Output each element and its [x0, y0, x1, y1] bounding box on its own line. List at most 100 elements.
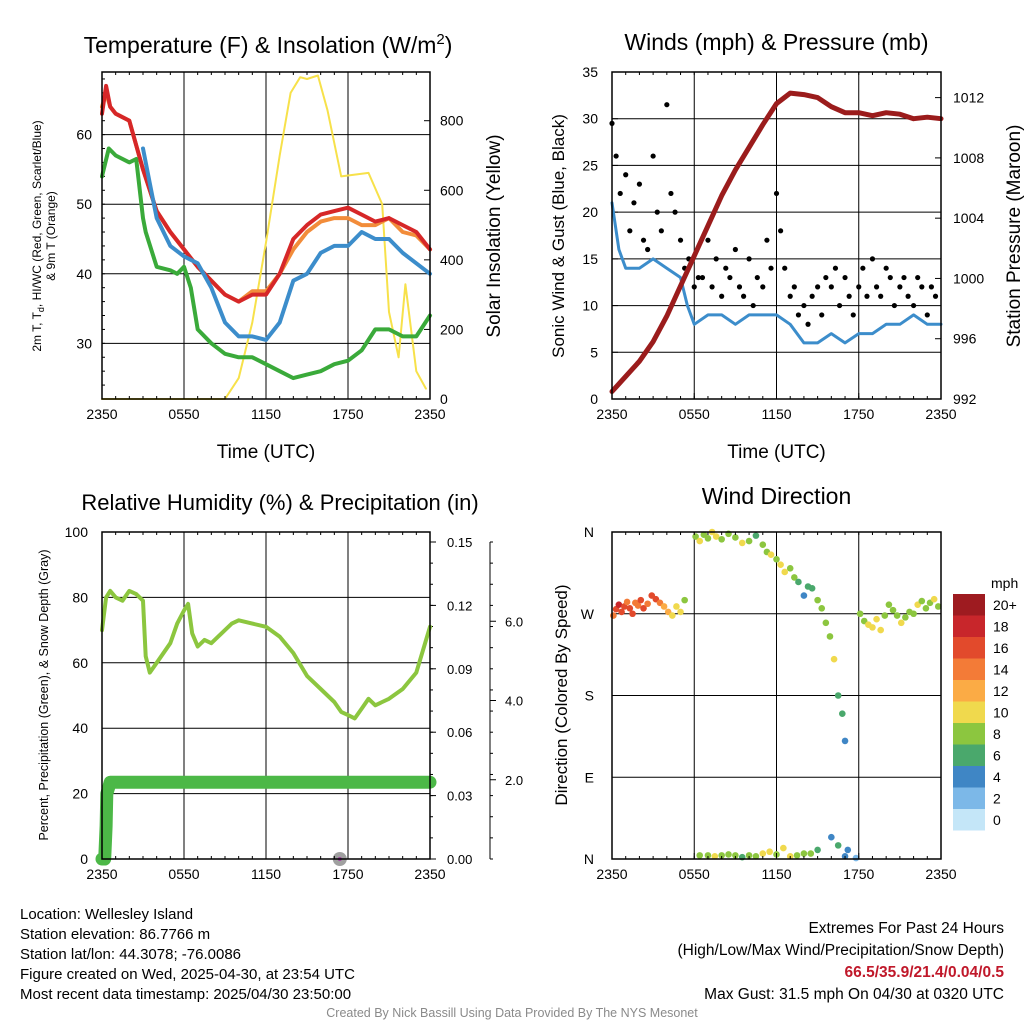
- gust-point: [750, 302, 756, 309]
- temperature-ytick-label: 30: [76, 335, 92, 351]
- gust-point: [924, 312, 930, 318]
- gust-point: [915, 274, 921, 281]
- direction-point: [738, 539, 746, 547]
- gust-point: [815, 284, 821, 290]
- gust-point: [801, 302, 807, 309]
- direction-point: [781, 568, 789, 576]
- direction-point: [773, 555, 780, 563]
- colorbar-label: 0: [993, 812, 1001, 828]
- gust-point: [719, 293, 725, 299]
- direction-point: [759, 850, 767, 857]
- colorbar-swatch: [953, 723, 985, 745]
- colorbar-swatch: [953, 594, 985, 616]
- direction-point: [834, 692, 842, 699]
- winds-xtick-label: 2350: [925, 406, 956, 422]
- direction-point: [704, 535, 712, 542]
- gust-point: [850, 312, 856, 318]
- gust-point: [668, 190, 674, 197]
- station-info: Location: Wellesley Island Station eleva…: [20, 905, 355, 1005]
- winds-title: Winds (mph) & Pressure (mb): [624, 29, 928, 55]
- gust-point: [787, 293, 793, 299]
- direction-point: [856, 610, 864, 618]
- direction-point: [807, 850, 815, 857]
- direction-point: [877, 626, 884, 634]
- direction-point: [897, 619, 905, 627]
- direction-title: Wind Direction: [702, 483, 852, 509]
- pressure-ytick-label: 1000: [953, 270, 984, 286]
- direction-point: [759, 541, 767, 549]
- precip-ytick-label: 0.03: [447, 789, 472, 804]
- gust-point: [864, 293, 870, 299]
- extremes-title: Extremes For Past 24 Hours: [808, 920, 1004, 937]
- direction-point: [640, 605, 647, 612]
- gust-point: [732, 246, 738, 253]
- direction-point: [889, 606, 897, 614]
- gust-point: [905, 293, 911, 299]
- direction-point: [634, 602, 642, 609]
- humidity-ytick-label: 80: [72, 589, 88, 605]
- gust-point: [910, 302, 917, 309]
- direction-point: [704, 852, 712, 859]
- gust-point: [617, 190, 623, 197]
- gust-point: [919, 284, 925, 290]
- direction-point: [793, 852, 801, 859]
- direction-point: [696, 537, 704, 545]
- gust-point: [631, 200, 637, 206]
- direction-point: [745, 852, 753, 859]
- direction-point: [869, 624, 876, 631]
- direction-point: [673, 603, 680, 610]
- pressure-ytick-label: 1004: [953, 210, 984, 226]
- winds-xtick-label: 1750: [843, 406, 874, 422]
- direction-point: [644, 600, 651, 608]
- colorbar-swatch: [953, 658, 985, 680]
- precip-ytick-label: 0.00: [447, 852, 472, 867]
- humidity-ytick-label: 20: [72, 786, 88, 802]
- elevation-text: Station elevation: 86.7766 m: [20, 926, 211, 943]
- direction-point: [834, 842, 842, 849]
- gust-point: [760, 284, 766, 290]
- temperature-xlabel: Time (UTC): [217, 442, 316, 463]
- direction-point: [623, 598, 631, 606]
- gust-point: [654, 209, 660, 215]
- colorbar-swatch: [953, 637, 985, 659]
- gust-point: [677, 237, 684, 243]
- temperature-ytick-label: 50: [76, 196, 92, 212]
- winds-xtick-label: 0550: [679, 406, 710, 422]
- location-text: Location: Wellesley Island: [20, 906, 194, 923]
- direction-point: [615, 601, 623, 608]
- colorbar-label: 4: [993, 769, 1001, 785]
- gust-point: [828, 284, 834, 290]
- colorbar-label: 10: [993, 704, 1009, 720]
- precip-ytick-label: 0.06: [447, 725, 472, 740]
- pressure-ytick-label: 1012: [953, 90, 984, 106]
- gust-point: [901, 274, 907, 281]
- direction-point: [660, 603, 668, 610]
- latlon-text: Station lat/lon: 44.3078; -76.0086: [20, 946, 242, 963]
- direction-point: [873, 615, 880, 623]
- gust-point: [613, 153, 619, 159]
- direction-xtick-label: 0550: [679, 866, 710, 882]
- colorbar-swatch: [953, 615, 985, 637]
- insolation-ytick-label: 0: [440, 391, 448, 407]
- humidity-ytick-label: 0: [80, 851, 88, 867]
- humidity-xtick-label: 0550: [168, 866, 199, 882]
- precip-ytick-label: 0.12: [447, 598, 472, 613]
- gust-point: [897, 284, 903, 290]
- gust-point: [887, 274, 893, 281]
- winds-ytick-label: 15: [582, 251, 598, 267]
- humidity-xtick-label: 1750: [332, 866, 363, 882]
- direction-ytick-label: N: [584, 524, 594, 540]
- direction-point: [881, 612, 889, 619]
- snow-ytick-label: 6.0: [505, 614, 523, 629]
- direction-point: [902, 614, 909, 621]
- winds-ytick-label: 10: [582, 298, 598, 314]
- colorbar-swatch: [953, 809, 985, 831]
- gust-point: [627, 228, 633, 234]
- gust-point: [691, 284, 697, 290]
- colorbar-swatch: [953, 787, 985, 809]
- humidity-ytick-label: 100: [65, 524, 89, 540]
- direction-point: [800, 850, 808, 857]
- insolation-ytick-label: 600: [440, 182, 464, 198]
- direction-point: [669, 612, 676, 619]
